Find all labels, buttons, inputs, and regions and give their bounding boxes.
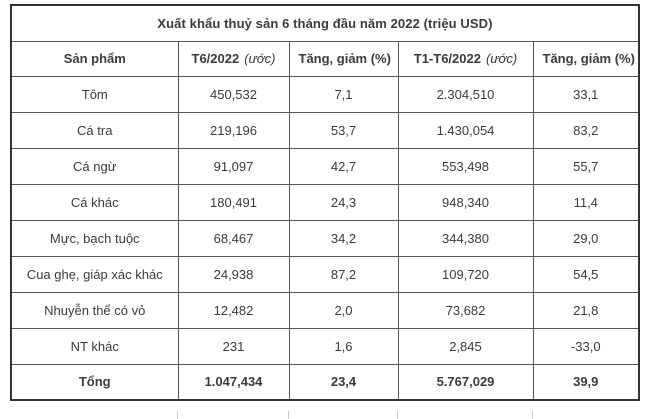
table-row-tom: Tôm 450,532 7,1 2.304,510 33,1: [10, 75, 640, 113]
t6-value-cell: 180,491: [177, 183, 290, 221]
total-t6-value-cell: 1.047,434: [177, 363, 290, 401]
total-t1t6-change-cell: 39,9: [532, 363, 640, 401]
col-header-product-label: Sản phẩm: [63, 51, 126, 66]
table-row-nt-khac: NT khác 231 1,6 2,845 -33,0: [10, 327, 640, 365]
t1t6-value-cell: 553,498: [397, 147, 534, 185]
t6-change-cell: 24,3: [288, 183, 399, 221]
t6-change-cell: 7,1: [288, 75, 399, 113]
t1t6-value-cell: 2.304,510: [397, 75, 534, 113]
t1t6-value-cell: 73,682: [397, 291, 534, 329]
table-row-total: Tổng 1.047,434 23,4 5.767,029 39,9: [10, 363, 640, 401]
column-line-stub: [532, 411, 533, 419]
column-line-stub: [177, 411, 178, 419]
t1t6-value-cell: 948,340: [397, 183, 534, 221]
col-header-t1-t6-2022: T1-T6/2022 (ước): [397, 40, 534, 77]
product-cell: Mực, bạch tuộc: [10, 219, 179, 257]
col-header-t1t6-note: (ước): [485, 51, 518, 66]
product-cell: Cá khác: [10, 183, 179, 221]
table-row-muc-bach-tuoc: Mực, bạch tuộc 68,467 34,2 344,380 29,0: [10, 219, 640, 257]
col-header-change-t1t6: Tăng, giảm (%): [532, 40, 640, 77]
col-header-change-t6: Tăng, giảm (%): [288, 40, 399, 77]
col-header-t6-2022: T6/2022 (ước): [177, 40, 290, 77]
product-cell: Tôm: [10, 75, 179, 113]
table-row-ca-ngu: Cá ngừ 91,097 42,7 553,498 55,7: [10, 147, 640, 185]
product-cell: Cá ngừ: [10, 147, 179, 185]
col-header-change-t6-label: Tăng, giảm (%): [298, 51, 391, 66]
total-t6-change-cell: 23,4: [288, 363, 399, 401]
col-header-t1t6-label: T1-T6/2022: [413, 51, 481, 66]
t1t6-change-cell: -33,0: [532, 327, 640, 365]
total-label-cell: Tổng: [10, 363, 179, 401]
product-cell: Nhuyễn thể có vỏ: [10, 291, 179, 329]
t6-value-cell: 231: [177, 327, 290, 365]
t1t6-change-cell: 11,4: [532, 183, 640, 221]
col-header-t6-note: (ước): [244, 51, 276, 66]
col-header-product: Sản phẩm: [10, 40, 179, 77]
table-row-ca-tra: Cá tra 219,196 53,7 1.430,054 83,2: [10, 111, 640, 149]
t1t6-value-cell: 2,845: [397, 327, 534, 365]
total-t1t6-value-cell: 5.767,029: [397, 363, 534, 401]
header-row: Sản phẩm T6/2022 (ước) Tăng, giảm (%) T1-…: [10, 40, 640, 77]
t6-change-cell: 34,2: [288, 219, 399, 257]
table-title: Xuất khẩu thuỷ sản 6 tháng đầu năm 2022 …: [10, 4, 640, 42]
product-cell: Cua ghẹ, giáp xác khác: [10, 255, 179, 293]
t6-value-cell: 91,097: [177, 147, 290, 185]
seafood-export-table: Xuất khẩu thuỷ sản 6 tháng đầu năm 2022 …: [10, 4, 640, 401]
t6-value-cell: 12,482: [177, 291, 290, 329]
t6-change-cell: 1,6: [288, 327, 399, 365]
t6-change-cell: 53,7: [288, 111, 399, 149]
t1t6-change-cell: 33,1: [532, 75, 640, 113]
col-header-change-t1t6-label: Tăng, giảm (%): [542, 51, 635, 66]
t1t6-change-cell: 54,5: [532, 255, 640, 293]
t6-change-cell: 87,2: [288, 255, 399, 293]
t1t6-change-cell: 55,7: [532, 147, 640, 185]
t6-change-cell: 2,0: [288, 291, 399, 329]
t1t6-value-cell: 344,380: [397, 219, 534, 257]
t6-value-cell: 68,467: [177, 219, 290, 257]
t1t6-value-cell: 109,720: [397, 255, 534, 293]
col-header-t6-label: T6/2022: [191, 51, 240, 66]
t1t6-change-cell: 21,8: [532, 291, 640, 329]
title-row: Xuất khẩu thuỷ sản 6 tháng đầu năm 2022 …: [10, 4, 640, 42]
table-row-nhuyen-the: Nhuyễn thể có vỏ 12,482 2,0 73,682 21,8: [10, 291, 640, 329]
product-cell: NT khác: [10, 327, 179, 365]
table-row-cua-ghe: Cua ghẹ, giáp xác khác 24,938 87,2 109,7…: [10, 255, 640, 293]
t1t6-change-cell: 83,2: [532, 111, 640, 149]
t6-value-cell: 24,938: [177, 255, 290, 293]
column-line-stub: [397, 411, 398, 419]
t6-value-cell: 219,196: [177, 111, 290, 149]
t6-value-cell: 450,532: [177, 75, 290, 113]
t6-change-cell: 42,7: [288, 147, 399, 185]
t1t6-value-cell: 1.430,054: [397, 111, 534, 149]
product-cell: Cá tra: [10, 111, 179, 149]
table-row-ca-khac: Cá khác 180,491 24,3 948,340 11,4: [10, 183, 640, 221]
t1t6-change-cell: 29,0: [532, 219, 640, 257]
column-line-stub: [288, 411, 289, 419]
